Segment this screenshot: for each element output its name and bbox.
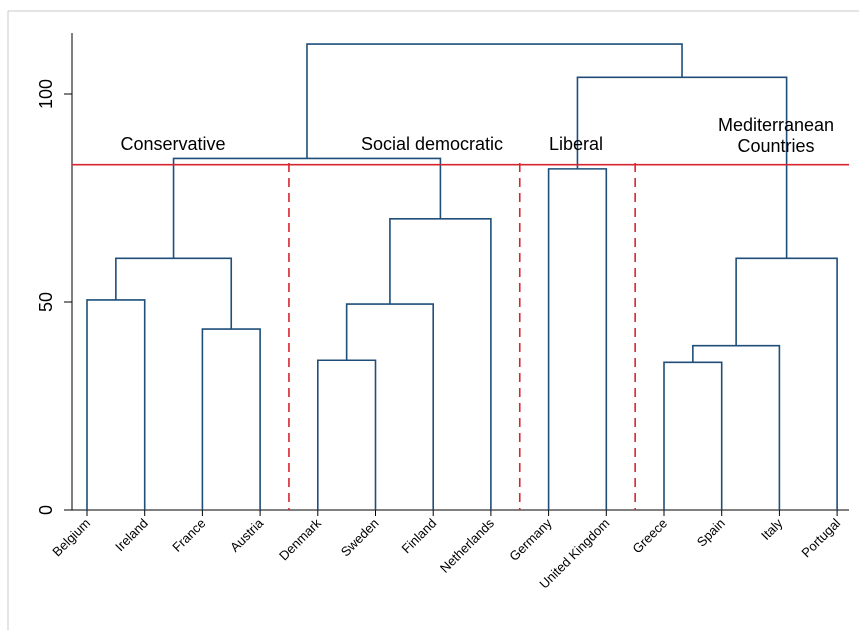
leaf-label-denmark: Denmark <box>276 515 324 563</box>
group-label-conservative: Conservative <box>120 134 225 154</box>
leaf-label-sweden: Sweden <box>338 516 382 560</box>
group-separators <box>288 163 636 510</box>
leaf-label-austria: Austria <box>227 515 267 555</box>
group-labels: Conservative Social democratic Liberal Medi… <box>120 115 834 156</box>
merge-link-9 <box>663 361 723 510</box>
y-ticks: 0 50 100 <box>36 79 72 515</box>
leaf-label-france: France <box>169 516 208 555</box>
merge-link-8 <box>547 168 608 510</box>
leaf-label-greece: Greece <box>629 516 670 557</box>
y-tick-label-100: 100 <box>36 79 56 109</box>
merge-link-13 <box>306 43 683 159</box>
merge-link-11 <box>735 257 838 510</box>
dendrogram-links <box>86 43 838 510</box>
y-tick-label-50: 50 <box>36 292 56 312</box>
leaf-labels: Belgium Ireland France Austria Denmark Sweden… <box>49 510 843 592</box>
leaf-label-spain: Spain <box>694 516 728 550</box>
merge-link-1 <box>86 299 146 510</box>
leaf-label-italy: Italy <box>758 515 786 543</box>
merge-link-4 <box>317 359 377 510</box>
group-label-countries: Countries <box>737 136 814 156</box>
merge-link-5 <box>345 303 434 510</box>
group-label-liberal: Liberal <box>549 134 603 154</box>
leaf-label-finland: Finland <box>399 516 440 557</box>
merge-link-10 <box>692 344 781 510</box>
merge-link-12 <box>576 76 788 259</box>
leaf-label-portugal: Portugal <box>798 515 843 560</box>
group-label-mediterranean: Mediterranean <box>718 115 834 135</box>
group-label-social-democratic: Social democratic <box>361 134 503 154</box>
leaf-label-netherlands: Netherlands <box>437 515 498 576</box>
merge-link-2 <box>201 328 261 510</box>
merge-link-3 <box>115 257 233 330</box>
leaf-label-ireland: Ireland <box>112 516 151 555</box>
merge-link-6 <box>389 218 492 510</box>
leaf-label-belgium: Belgium <box>49 516 93 560</box>
merge-link-7 <box>172 157 442 259</box>
leaf-label-germany: Germany <box>506 515 555 564</box>
y-tick-label-0: 0 <box>36 505 56 515</box>
